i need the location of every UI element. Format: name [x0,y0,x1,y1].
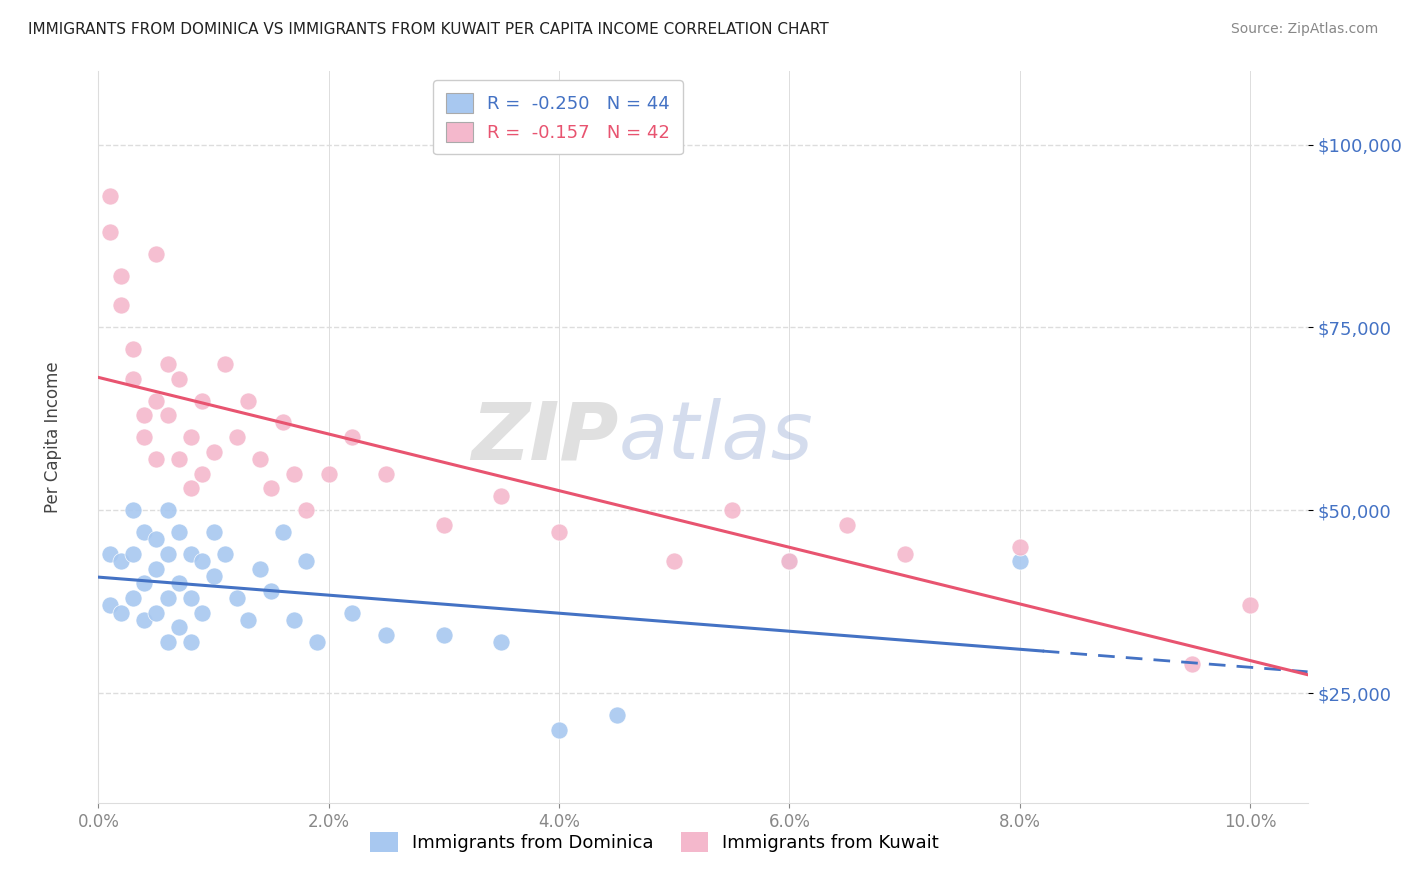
Point [433,517,456,532]
Point [307,635,329,649]
Text: ZIP: ZIP [471,398,619,476]
Legend: Immigrants from Dominica, Immigrants from Kuwait: Immigrants from Dominica, Immigrants fro… [363,825,946,860]
Point [145,533,167,547]
Point [778,554,800,568]
Point [294,503,316,517]
Point [156,635,179,649]
Point [191,393,214,408]
Point [202,525,225,540]
Text: IMMIGRANTS FROM DOMINICA VS IMMIGRANTS FROM KUWAIT PER CAPITA INCOME CORRELATION: IMMIGRANTS FROM DOMINICA VS IMMIGRANTS F… [28,22,830,37]
Point [180,481,202,495]
Point [893,547,915,561]
Point [180,430,202,444]
Point [225,591,247,605]
Point [122,591,145,605]
Point [180,547,202,561]
Point [214,357,236,371]
Point [98,547,121,561]
Point [271,525,294,540]
Point [778,554,800,568]
Point [835,517,858,532]
Point [134,525,156,540]
Point [249,452,271,467]
Point [1008,540,1031,554]
Point [214,547,236,561]
Point [98,188,121,202]
Point [236,613,259,627]
Point [156,357,179,371]
Point [260,583,283,598]
Point [433,627,456,641]
Point [1239,599,1261,613]
Point [340,430,363,444]
Point [720,503,742,517]
Point [145,606,167,620]
Text: atlas: atlas [619,398,813,476]
Point [122,371,145,385]
Point [294,554,316,568]
Point [167,525,190,540]
Point [156,591,179,605]
Point [180,591,202,605]
Point [1008,554,1031,568]
Point [122,547,145,561]
Point [283,467,305,481]
Point [134,613,156,627]
Point [145,452,167,467]
Point [236,393,259,408]
Point [167,371,190,385]
Point [548,525,571,540]
Y-axis label: Per Capita Income: Per Capita Income [44,361,62,513]
Point [134,430,156,444]
Point [167,576,190,591]
Point [167,452,190,467]
Point [191,606,214,620]
Point [134,576,156,591]
Point [191,554,214,568]
Point [225,430,247,444]
Point [110,554,132,568]
Point [98,225,121,239]
Point [375,627,398,641]
Point [156,408,179,422]
Point [491,635,513,649]
Point [134,408,156,422]
Text: Source: ZipAtlas.com: Source: ZipAtlas.com [1230,22,1378,37]
Point [606,708,628,723]
Point [249,562,271,576]
Point [110,606,132,620]
Point [271,416,294,430]
Point [260,481,283,495]
Point [548,723,571,737]
Point [98,599,121,613]
Point [491,489,513,503]
Point [202,569,225,583]
Point [156,503,179,517]
Point [145,562,167,576]
Point [375,467,398,481]
Point [145,393,167,408]
Point [191,467,214,481]
Point [1181,657,1204,671]
Point [110,269,132,284]
Point [202,444,225,458]
Point [180,635,202,649]
Point [122,503,145,517]
Point [122,343,145,357]
Point [156,547,179,561]
Point [167,620,190,634]
Point [318,467,340,481]
Point [145,247,167,261]
Point [110,298,132,312]
Point [664,554,686,568]
Point [283,613,305,627]
Point [340,606,363,620]
